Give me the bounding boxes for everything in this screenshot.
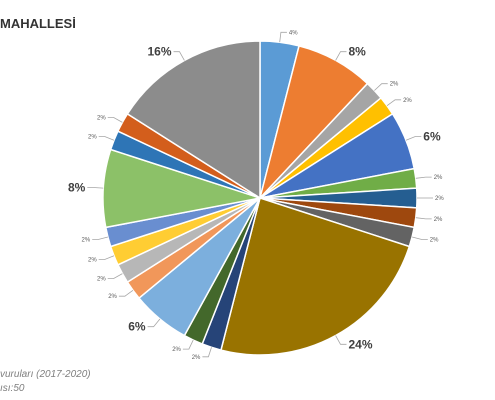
leader-line-18	[98, 136, 115, 141]
slice-label-12: 6%	[128, 320, 146, 334]
chart-title: MAHALLESİ	[0, 16, 76, 31]
sample-size-note: ısı:50	[0, 383, 25, 394]
leader-line-15	[98, 255, 115, 260]
leader-line-9	[335, 335, 347, 345]
slice-label-13: 2%	[108, 294, 117, 300]
pie-slice-9	[220, 197, 411, 356]
slice-label-11: 2%	[172, 347, 181, 353]
leader-line-10	[202, 347, 212, 358]
leader-line-2	[374, 83, 388, 91]
leader-line-1	[335, 51, 347, 61]
slice-label-14: 2%	[97, 277, 106, 283]
pie-slice-20	[126, 40, 261, 200]
leader-line-8	[412, 236, 428, 240]
slice-label-16: 2%	[82, 238, 91, 244]
leader-line-16	[92, 236, 108, 240]
leader-line-12	[147, 318, 161, 328]
slice-label-19: 2%	[97, 116, 106, 122]
slice-label-0: 4%	[289, 30, 298, 36]
leader-line-17	[87, 187, 104, 189]
slice-label-7: 2%	[434, 217, 443, 223]
slice-label-20: 16%	[147, 45, 171, 59]
leader-line-14	[107, 273, 123, 279]
slice-label-9: 24%	[349, 337, 373, 351]
slice-label-5: 2%	[434, 175, 443, 181]
slice-label-3: 2%	[403, 98, 412, 104]
slice-label-15: 2%	[88, 258, 97, 264]
leader-line-20	[173, 51, 185, 61]
slice-label-8: 2%	[430, 238, 439, 244]
leader-line-7	[415, 217, 432, 220]
slice-label-18: 2%	[88, 135, 97, 141]
slice-label-10: 2%	[192, 355, 201, 361]
slice-label-6: 2%	[435, 196, 444, 202]
leader-line-13	[118, 289, 134, 297]
slice-label-17: 8%	[68, 181, 86, 195]
leader-line-11	[182, 339, 194, 350]
slice-label-2: 2%	[390, 82, 399, 88]
slice-label-1: 8%	[349, 45, 367, 59]
leader-line-5	[415, 176, 432, 179]
leader-line-3	[386, 99, 402, 107]
source-note: vuruları (2017-2020)	[0, 369, 91, 380]
leader-line-4	[405, 136, 422, 141]
leader-line-0	[279, 31, 287, 43]
leader-line-19	[107, 117, 123, 123]
slice-label-4: 6%	[423, 130, 441, 144]
